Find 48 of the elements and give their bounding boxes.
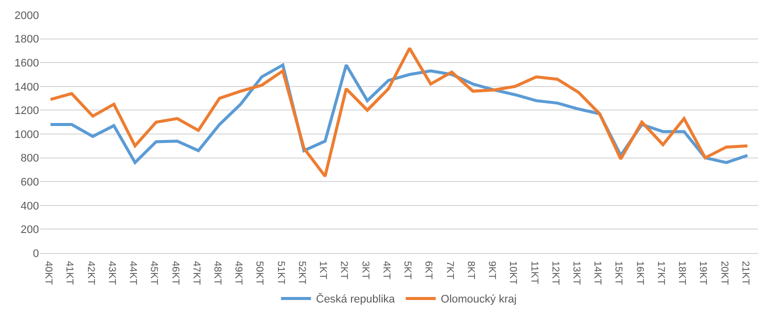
y-tick-label: 200 xyxy=(20,224,39,236)
x-tick-label: 40KT xyxy=(42,261,54,285)
y-tick-label: 0 xyxy=(32,248,39,260)
x-tick-label: 4KT xyxy=(380,261,392,280)
x-tick-label: 20KT xyxy=(718,261,730,285)
x-tick-label: 45KT xyxy=(148,261,160,285)
x-tick-label: 50KT xyxy=(254,261,265,285)
legend-label: Česká republika xyxy=(316,292,396,306)
x-tick-label: 3KT xyxy=(359,261,370,280)
y-tick-label: 400 xyxy=(20,200,39,212)
y-tick-label: 2000 xyxy=(14,10,39,22)
x-tick-label: 7KT xyxy=(444,261,455,280)
x-tick-label: 41KT xyxy=(64,261,75,285)
x-tick-label: 46KT xyxy=(169,261,180,285)
x-tick-label: 15KT xyxy=(612,261,624,285)
x-tick-label: 51KT xyxy=(274,261,286,285)
x-tick-label: 21KT xyxy=(739,261,750,285)
line-series xyxy=(49,46,749,178)
x-tick-label: 16KT xyxy=(634,261,645,285)
x-tick-label: 5KT xyxy=(402,261,413,280)
y-tick-label: 1200 xyxy=(14,105,39,118)
x-tick-label: 17KT xyxy=(654,261,666,285)
x-tick-label: 43KT xyxy=(106,261,117,285)
x-tick-label: 52KT xyxy=(296,261,307,285)
x-tick-label: 18KT xyxy=(676,261,688,285)
x-tick-label: 48KT xyxy=(212,261,222,285)
x-tick-label: 13KT xyxy=(570,261,582,285)
x-tick-label: 10KT xyxy=(507,261,518,285)
x-tick-label: 6KT xyxy=(422,261,434,280)
x-tick-label: 14KT xyxy=(592,261,603,285)
x-tick-label: 19KT xyxy=(697,261,708,285)
y-tick-label: 1000 xyxy=(14,128,39,141)
y-tick-label: 1600 xyxy=(14,57,39,70)
x-tick-label: 1KT xyxy=(317,261,328,280)
x-tick-label: 42KT xyxy=(84,261,96,285)
x-tick-label: 47KT xyxy=(190,261,202,285)
y-tick-label: 800 xyxy=(20,152,39,165)
y-tick-label: 1800 xyxy=(14,34,39,46)
legend-label: Olomoucký kraj xyxy=(440,294,517,306)
x-tick-label: 49KT xyxy=(232,261,244,285)
y-tick-label: 1400 xyxy=(14,81,39,94)
x-tick-label: 44KT xyxy=(127,261,138,285)
x-tick-label: 8KT xyxy=(464,261,476,280)
x-tick-label: 12KT xyxy=(549,261,560,285)
x-tick-label: 2KT xyxy=(338,261,350,280)
x-tick-label: 11KT xyxy=(528,261,540,284)
x-tick-label: 9KT xyxy=(486,261,498,280)
y-tick-label: 600 xyxy=(20,176,39,188)
